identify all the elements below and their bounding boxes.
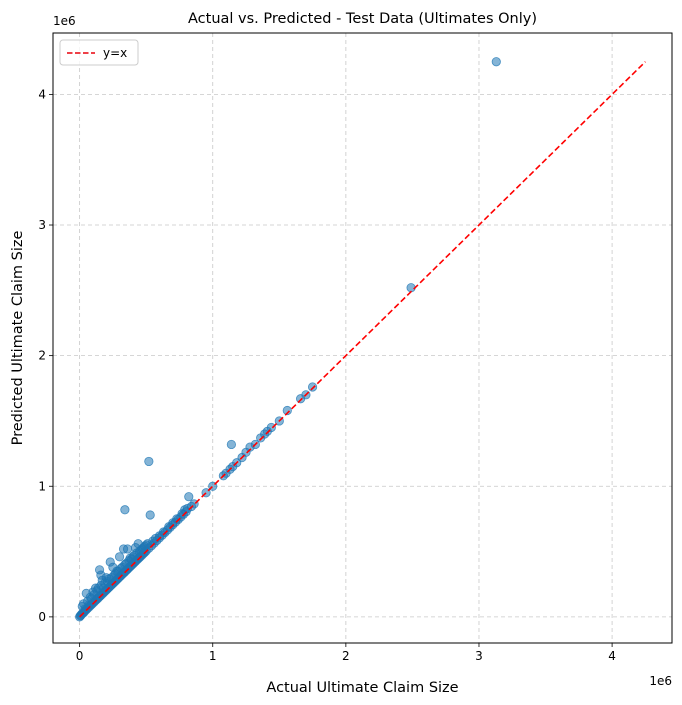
- legend: y=x: [59, 39, 139, 66]
- data-point: [307, 382, 318, 392]
- y-tick-label: 4: [38, 87, 46, 101]
- grid: [53, 33, 672, 643]
- legend-label: y=x: [103, 46, 127, 60]
- reference-line-layer: [79, 61, 646, 618]
- x-tick-label: 3: [475, 649, 483, 663]
- y-tick-label: 0: [38, 610, 46, 624]
- chart-title: Actual vs. Predicted - Test Data (Ultima…: [188, 11, 537, 27]
- data-point: [120, 505, 130, 515]
- data-point: [184, 492, 194, 502]
- data-point: [145, 510, 155, 520]
- x-tick-label: 0: [76, 649, 84, 663]
- y-axis-label: Predicted Ultimate Claim Size: [10, 231, 26, 446]
- data-point: [122, 544, 133, 554]
- data-point: [182, 503, 193, 514]
- y-axis-offset-label: 1e6: [53, 14, 76, 28]
- data-point: [142, 539, 153, 549]
- y-tick-label: 3: [38, 218, 46, 232]
- axis-ticks: 0 1 2 3 4 0 1 2 3 4: [38, 87, 616, 663]
- y-equals-x-line: [79, 61, 646, 618]
- data-point: [282, 405, 292, 416]
- data-point: [114, 552, 125, 562]
- data-point: [226, 439, 236, 450]
- data-point: [491, 57, 501, 67]
- x-tick-label: 4: [608, 649, 616, 663]
- x-tick-label: 1: [209, 649, 217, 663]
- y-tick-label: 1: [38, 479, 46, 493]
- x-axis-offset-label: 1e6: [649, 674, 672, 688]
- y-tick-label: 2: [38, 349, 46, 363]
- x-tick-label: 2: [342, 649, 350, 663]
- data-point: [266, 422, 276, 433]
- legend-box: [59, 39, 139, 66]
- data-point: [144, 456, 154, 467]
- x-axis-label: Actual Ultimate Claim Size: [266, 680, 458, 696]
- plot-frame: [52, 32, 673, 644]
